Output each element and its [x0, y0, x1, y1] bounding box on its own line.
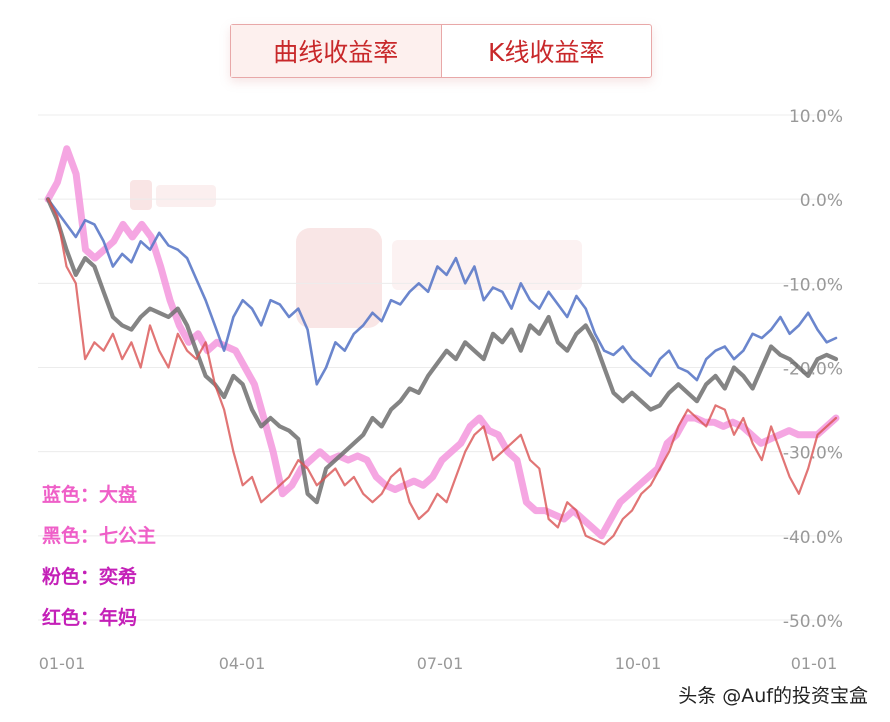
tab-bar: 曲线收益率 K线收益率 — [230, 24, 652, 78]
legend-red: 红色：年妈 — [42, 607, 138, 629]
tonghuashun-watermark — [130, 180, 582, 328]
legend-pink: 粉色：奕希 — [42, 566, 138, 588]
grid-lines — [38, 114, 840, 621]
tab-kline-return[interactable]: K线收益率 — [488, 38, 605, 67]
y-tick-label: -40.0% — [783, 528, 843, 548]
y-tick-label: -10.0% — [783, 275, 843, 295]
x-tick-label: 01-01 — [791, 654, 838, 673]
series-line-0 — [46, 197, 838, 386]
y-axis-ticks: 10.0%0.0%-10.0%-20.0%-30.0%-40.0%-50.0% — [783, 107, 843, 632]
x-tick-label: 10-01 — [615, 654, 662, 673]
y-tick-label: 10.0% — [789, 107, 843, 127]
x-axis-ticks: 01-01 04-01 07-01 10-01 01-01 — [39, 654, 838, 673]
legend-black: 黑色：七公主 — [42, 525, 157, 547]
x-tick-label: 01-01 — [39, 654, 86, 673]
y-tick-label: 0.0% — [800, 191, 843, 211]
y-tick-label: -50.0% — [783, 612, 843, 632]
series-lines — [44, 145, 840, 546]
legend: 蓝色：大盘 黑色：七公主 粉色：奕希 红色：年妈 — [42, 482, 156, 646]
x-tick-label: 04-01 — [219, 654, 266, 673]
series-line-2 — [44, 145, 840, 540]
author-watermark: 头条 @Auf的投资宝盒 — [678, 685, 868, 707]
legend-blue: 蓝色：大盘 — [42, 484, 138, 506]
x-tick-label: 07-01 — [417, 654, 464, 673]
tab-curve-return[interactable]: 曲线收益率 — [231, 25, 442, 77]
series-line-3 — [46, 198, 838, 546]
series-line-1 — [45, 197, 839, 505]
